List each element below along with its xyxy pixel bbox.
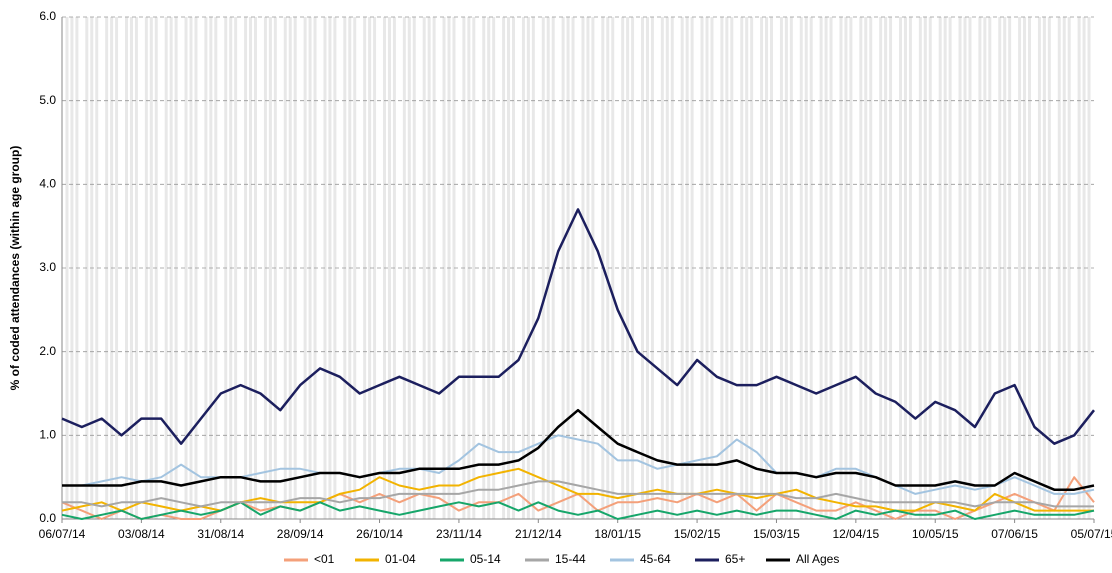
- y-tick-label: 5.0: [39, 93, 56, 107]
- x-tick-label: 12/04/15: [832, 527, 879, 541]
- x-tick-label: 31/08/14: [197, 527, 244, 541]
- x-tick-label: 06/07/14: [39, 527, 86, 541]
- y-tick-label: 3.0: [39, 260, 56, 274]
- x-tick-label: 03/08/14: [118, 527, 165, 541]
- y-tick-label: 4.0: [39, 177, 56, 191]
- x-tick-label: 15/03/15: [753, 527, 800, 541]
- y-tick-label: 0.0: [39, 511, 56, 525]
- legend-label: 45-64: [640, 552, 671, 566]
- y-axis-label: % of coded attendances (within age group…: [8, 146, 22, 391]
- x-tick-label: 28/09/14: [277, 527, 324, 541]
- legend-label: 15-44: [555, 552, 586, 566]
- x-tick-label: 23/11/14: [436, 527, 482, 541]
- series-line: [61, 208, 1095, 445]
- legend-label: 65+: [725, 552, 745, 566]
- y-tick-label: 2.0: [39, 344, 56, 358]
- y-tick-label: 1.0: [39, 428, 56, 442]
- y-tick-label: 6.0: [39, 9, 56, 23]
- x-tick-label: 21/12/14: [515, 527, 562, 541]
- x-tick-label: 15/02/15: [674, 527, 721, 541]
- legend-label: 01-04: [385, 552, 416, 566]
- legend-label: All Ages: [796, 552, 839, 566]
- series-line: [62, 408, 1095, 491]
- x-tick-label: 05/07/15: [1071, 527, 1112, 541]
- x-tick-label: 18/01/15: [594, 527, 641, 541]
- series-line: [61, 501, 1095, 520]
- x-tick-label: 07/06/15: [991, 527, 1038, 541]
- series-line: [62, 480, 1094, 508]
- x-tick-label: 10/05/15: [912, 527, 959, 541]
- legend-label: <01: [314, 552, 335, 566]
- x-tick-label: 26/10/14: [356, 527, 403, 541]
- legend-label: 05-14: [470, 552, 501, 566]
